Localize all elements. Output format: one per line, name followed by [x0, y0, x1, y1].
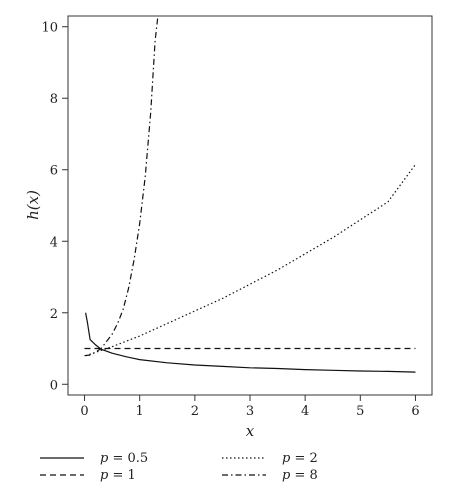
x-tick-label: 3 [246, 404, 254, 419]
legend-equals: = [290, 451, 309, 466]
series-line-p-2 [85, 164, 416, 357]
series-line-p-8 [84, 16, 159, 357]
legend-equals: = [108, 451, 127, 466]
legend-label-p-8: p = 8 [282, 468, 318, 483]
legend-equals: = [290, 468, 309, 483]
legend-equals: = [108, 468, 127, 483]
y-tick-label: 0 [50, 378, 58, 393]
x-tick-label: 1 [136, 404, 144, 419]
legend-value: 2 [310, 451, 318, 466]
x-tick-label: 4 [301, 404, 309, 419]
y-axis-ticks: 0 2 4 6 8 10 [41, 21, 68, 393]
legend-value: 0.5 [128, 451, 149, 466]
legend-var: p [100, 451, 109, 466]
x-tick-label: 2 [191, 404, 199, 419]
y-tick-label: 10 [41, 21, 58, 36]
series-line-p-0-5 [85, 312, 416, 373]
x-tick-label: 0 [80, 404, 88, 419]
y-tick-label: 6 [50, 164, 58, 179]
legend-var: p [100, 468, 109, 483]
y-tick-label: 2 [50, 307, 58, 322]
plot-frame [67, 15, 433, 396]
x-tick-label: 6 [411, 404, 419, 419]
legend: p = 0.5p = 1p = 2p = 8 [40, 451, 318, 483]
series-lines [84, 16, 416, 373]
legend-label-p-0-5: p = 0.5 [100, 451, 148, 466]
y-axis-title: h(x) [24, 190, 42, 220]
legend-var: p [282, 468, 291, 483]
legend-label-p-1: p = 1 [100, 468, 136, 483]
x-axis-title: x [246, 422, 255, 440]
y-tick-label: 4 [50, 235, 58, 250]
y-tick-label: 8 [50, 92, 58, 107]
x-axis-ticks: 0 1 2 3 4 5 6 [80, 395, 420, 419]
x-tick-label: 5 [356, 404, 364, 419]
legend-var: p [282, 451, 291, 466]
legend-label-p-2: p = 2 [282, 451, 318, 466]
legend-value: 1 [128, 468, 136, 483]
legend-value: 8 [310, 468, 318, 483]
